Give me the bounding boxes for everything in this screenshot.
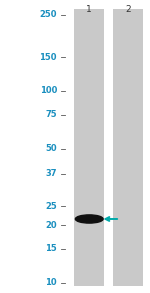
Text: 1: 1 (86, 5, 92, 14)
Text: 2: 2 (125, 5, 131, 14)
Text: 100: 100 (40, 86, 57, 96)
Text: 37: 37 (45, 169, 57, 178)
Text: 250: 250 (39, 10, 57, 19)
Text: 150: 150 (39, 53, 57, 62)
Ellipse shape (75, 215, 103, 223)
Text: 10: 10 (45, 278, 57, 287)
Text: 75: 75 (45, 110, 57, 120)
Text: 50: 50 (45, 144, 57, 153)
Bar (113, 9, 143, 286)
Bar (74, 9, 104, 286)
Text: 20: 20 (45, 221, 57, 229)
Text: 25: 25 (45, 202, 57, 211)
Text: 15: 15 (45, 244, 57, 253)
